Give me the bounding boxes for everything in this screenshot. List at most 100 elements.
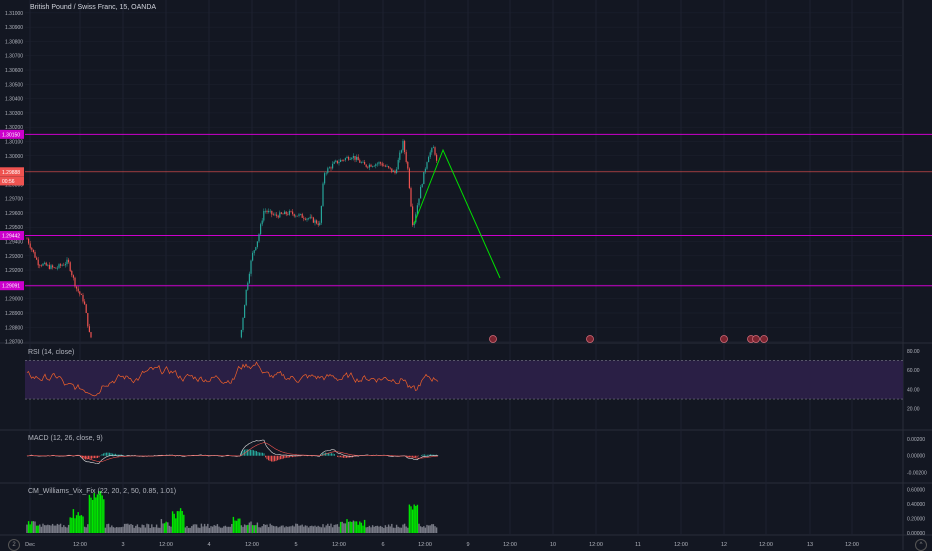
candle-body (342, 160, 343, 161)
candle-body (434, 147, 435, 155)
macd-histogram-bar (285, 456, 286, 458)
time-label: 12:00 (503, 542, 517, 548)
candle-body (302, 214, 303, 218)
candle-body (359, 160, 360, 163)
candle-body (54, 267, 55, 268)
vix-bar (260, 527, 261, 533)
vix-bar (102, 495, 103, 533)
vix-bar (202, 526, 203, 533)
vix-bar (401, 528, 402, 533)
vix-bar (226, 527, 227, 533)
candle-body (386, 166, 387, 167)
vix-bar (362, 526, 363, 533)
vix-bar (62, 527, 63, 533)
vix-bar (103, 499, 104, 533)
price-tick: 1.30800 (5, 39, 23, 45)
vix-bar (430, 525, 431, 533)
candle-body (249, 274, 250, 283)
vix-bar (182, 511, 183, 533)
candle-body (298, 214, 299, 216)
vix-bar (294, 526, 295, 533)
vix-bar (378, 527, 379, 533)
vix-bar (178, 511, 179, 533)
macd-histogram-bar (334, 454, 335, 456)
candle-body (65, 264, 66, 265)
vix-bar (244, 524, 245, 533)
vix-bar (292, 525, 293, 533)
candle-body (90, 332, 91, 337)
price-tag-text: 1.29091 (2, 284, 20, 290)
macd-histogram-bar (415, 456, 416, 458)
vix-bar (100, 491, 101, 533)
vix-bar (78, 512, 79, 533)
vix-bar (190, 528, 191, 533)
candle-body (322, 183, 323, 205)
chart-title: British Pound / Swiss Franc, 15, OANDA (30, 4, 156, 11)
vix-bar (60, 524, 61, 533)
rsi-tick: 40.00 (907, 387, 920, 393)
candle-body (394, 171, 395, 173)
vix-bar (330, 524, 331, 533)
vix-bar (262, 526, 263, 533)
price-tick: 1.30700 (5, 54, 23, 60)
candle-body (250, 261, 251, 274)
candle-body (41, 265, 42, 266)
candle-body (265, 211, 266, 212)
candle-body (375, 164, 376, 166)
candle-body (334, 162, 335, 164)
vix-bar (265, 525, 266, 533)
vix-bar (185, 527, 186, 533)
candle-body (66, 260, 67, 264)
vix-bar (385, 525, 386, 533)
candle-body (364, 162, 365, 165)
vix-bar (409, 505, 410, 533)
vix-bar (193, 525, 194, 533)
time-label: 3 (121, 542, 124, 548)
vix-bar (335, 525, 336, 533)
macd-histogram-bar (333, 454, 334, 456)
macd-histogram-bar (108, 453, 109, 456)
candle-body (271, 211, 272, 215)
vix-bar (87, 524, 88, 533)
candle-body (370, 165, 371, 167)
vix-bar (433, 524, 434, 533)
tradingview-logo-icon[interactable]: 2 (8, 539, 20, 551)
candle-body (409, 169, 410, 189)
candle-body (282, 214, 283, 215)
candle-body (401, 150, 402, 152)
macd-histogram-bar (289, 456, 290, 458)
macd-histogram-bar (261, 453, 262, 456)
vix-bar (289, 526, 290, 533)
candle-body (242, 318, 243, 330)
candle-body (326, 173, 327, 174)
time-label: 12:00 (159, 542, 173, 548)
price-tick: 1.30100 (5, 139, 23, 145)
vix-bar (310, 526, 311, 533)
candle-body (430, 152, 431, 157)
macd-histogram-bar (282, 456, 283, 459)
vix-bar (361, 523, 362, 533)
price-tick: 1.28900 (5, 311, 23, 317)
candle-body (84, 301, 85, 304)
chevron-up-icon[interactable]: ^ (915, 539, 927, 551)
vix-bar (302, 525, 303, 533)
candle-body (263, 211, 264, 221)
candle-body (436, 155, 437, 161)
macd-histogram-bar (426, 455, 427, 456)
vix-bar (66, 527, 67, 533)
candle-body (356, 157, 357, 160)
vix-bar (422, 527, 423, 533)
vix-bar (159, 528, 160, 533)
candle-body (294, 214, 295, 216)
macd-histogram-bar (102, 454, 103, 456)
time-label: 12:00 (245, 542, 259, 548)
vix-bar (374, 527, 375, 533)
vix-bar (124, 524, 125, 533)
vix-bar (26, 525, 27, 533)
event-marker-icon (587, 336, 594, 343)
candle-body (255, 247, 256, 250)
candle-body (313, 217, 314, 222)
vix-bar (300, 525, 301, 533)
vix-bar (188, 528, 189, 533)
